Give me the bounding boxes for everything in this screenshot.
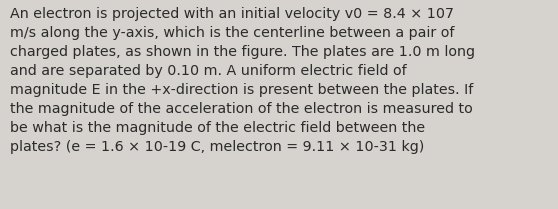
Text: An electron is projected with an initial velocity v0 = 8.4 × 107
m/s along the y: An electron is projected with an initial… [10,7,475,154]
